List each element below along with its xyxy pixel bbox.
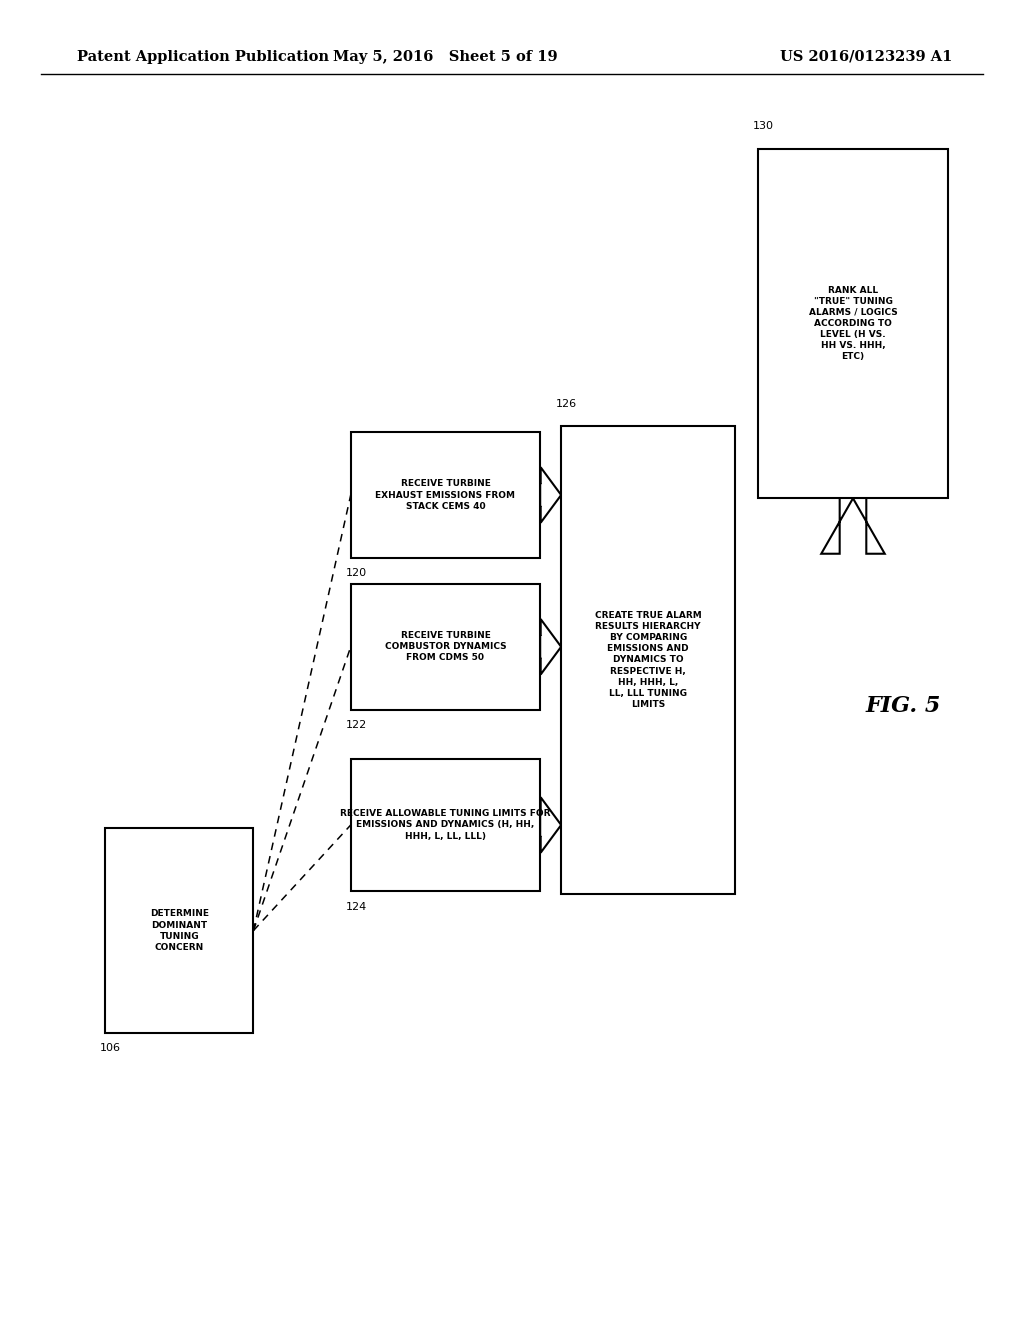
Text: FIG. 5: FIG. 5 <box>865 696 941 717</box>
FancyBboxPatch shape <box>561 425 735 895</box>
Text: Patent Application Publication: Patent Application Publication <box>77 50 329 63</box>
FancyBboxPatch shape <box>350 583 541 710</box>
Polygon shape <box>821 425 885 554</box>
Text: 130: 130 <box>753 121 774 132</box>
Polygon shape <box>541 467 561 523</box>
Text: 124: 124 <box>346 902 367 912</box>
Text: RANK ALL
"TRUE" TUNING
ALARMS / LOGICS
ACCORDING TO
LEVEL (H VS.
HH VS. HHH,
ETC: RANK ALL "TRUE" TUNING ALARMS / LOGICS A… <box>809 285 897 362</box>
Text: 106: 106 <box>99 1043 121 1053</box>
Text: CREATE TRUE ALARM
RESULTS HIERARCHY
BY COMPARING
EMISSIONS AND
DYNAMICS TO
RESPE: CREATE TRUE ALARM RESULTS HIERARCHY BY C… <box>595 611 701 709</box>
Text: US 2016/0123239 A1: US 2016/0123239 A1 <box>780 50 952 63</box>
Text: 122: 122 <box>346 721 367 730</box>
Text: RECEIVE ALLOWABLE TUNING LIMITS FOR
EMISSIONS AND DYNAMICS (H, HH,
HHH, L, LL, L: RECEIVE ALLOWABLE TUNING LIMITS FOR EMIS… <box>340 809 551 841</box>
FancyBboxPatch shape <box>758 149 948 498</box>
FancyBboxPatch shape <box>104 829 254 1032</box>
Polygon shape <box>541 619 561 675</box>
Text: May 5, 2016   Sheet 5 of 19: May 5, 2016 Sheet 5 of 19 <box>333 50 558 63</box>
FancyBboxPatch shape <box>350 759 541 891</box>
Text: RECEIVE TURBINE
COMBUSTOR DYNAMICS
FROM CDMS 50: RECEIVE TURBINE COMBUSTOR DYNAMICS FROM … <box>385 631 506 663</box>
Text: DETERMINE
DOMINANT
TUNING
CONCERN: DETERMINE DOMINANT TUNING CONCERN <box>150 909 209 952</box>
Text: 120: 120 <box>346 568 367 578</box>
Text: 126: 126 <box>556 399 578 409</box>
Polygon shape <box>541 797 561 853</box>
FancyBboxPatch shape <box>350 433 541 557</box>
Text: RECEIVE TURBINE
EXHAUST EMISSIONS FROM
STACK CEMS 40: RECEIVE TURBINE EXHAUST EMISSIONS FROM S… <box>376 479 515 511</box>
